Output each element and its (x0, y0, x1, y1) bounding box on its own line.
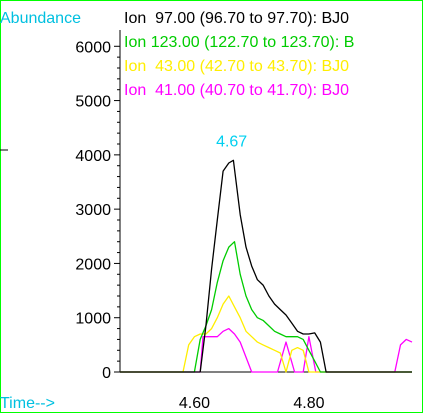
x-axis-label: Time--> (0, 395, 55, 412)
peak-annotation: 4.67 (216, 134, 247, 151)
legend-entry: Ion 97.00 (96.70 to 97.70): BJ0 (124, 10, 349, 27)
series-line (120, 159, 412, 373)
y-axis-ticks: 0 1000 2000 3000 4000 5000 6000 (75, 39, 120, 382)
x-tick-label: 4.80 (293, 395, 324, 412)
y-tick-label: 0 (102, 365, 111, 382)
legend-entry: Ion 43.00 (42.70 to 43.70): BJ0 (124, 58, 349, 75)
y-tick-label: 2000 (75, 256, 111, 273)
y-tick-label: 5000 (75, 94, 111, 111)
series-line (120, 295, 412, 373)
series-lines (120, 159, 413, 373)
y-tick-label: 6000 (75, 39, 111, 56)
series-line (120, 327, 413, 373)
y-tick-label: 1000 (75, 311, 111, 328)
legend-entry: Ion 123.00 (122.70 to 123.70): B (124, 34, 354, 51)
x-tick-label: 4.60 (179, 395, 210, 412)
x-axis-ticks: 4.60 4.80 (179, 395, 325, 412)
y-tick-label: 4000 (75, 148, 111, 165)
y-tick-label: 3000 (75, 202, 111, 219)
legend: Ion 97.00 (96.70 to 97.70): BJ0 Ion 123.0… (124, 10, 354, 99)
series-line (120, 241, 412, 373)
legend-entry: Ion 41.00 (40.70 to 41.70): BJ0 (124, 82, 349, 99)
y-axis-label: Abundance (0, 10, 81, 27)
